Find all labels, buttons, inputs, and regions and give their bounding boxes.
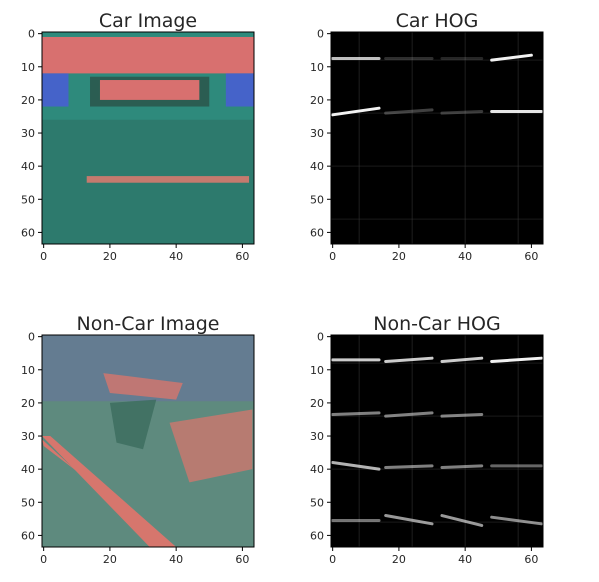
panel-car-image: Car Image 0 20 40 60 0 10 20 30 40 50 60 [21,10,255,263]
y-tick-label: 40 [21,160,35,173]
y-tick-label: 50 [21,496,35,509]
axes-frame [330,334,544,548]
x-tick-label: 20 [392,553,406,566]
hog-gradient-line [440,413,484,418]
x-tick-label: 40 [169,250,183,263]
image-content [331,32,543,244]
panel-title: Car HOG [396,10,479,32]
x-tick-label: 60 [235,553,249,566]
y-tick-label: 30 [310,127,324,140]
image-region [103,373,183,400]
y-tick-label: 20 [21,397,35,410]
image-band [42,36,254,74]
y-tick-label: 10 [310,61,324,74]
plot-area: 0 20 40 60 0 10 20 30 40 50 60 [21,331,255,566]
y-tick-label: 20 [310,94,324,107]
y-tick-label: 0 [28,28,35,41]
y-tick-label: 60 [310,529,324,542]
panel-car-hog: Car HOG 0 20 40 60 0 10 20 30 40 50 60 [310,10,544,263]
axes-frame [330,31,544,245]
image-region [99,80,200,100]
image-region [42,73,69,107]
hog-gradient-line [331,106,381,117]
image-content [331,335,543,547]
hog-background [331,335,543,547]
y-tick-label: 60 [21,226,35,239]
hog-gradient-line [490,53,533,62]
x-tick-label: 0 [40,553,47,566]
y-tick-label: 0 [317,331,324,344]
hog-gradient-line [384,411,434,418]
plot-area: 0 20 40 60 0 10 20 30 40 50 60 [310,28,544,263]
x-tick-label: 20 [103,553,117,566]
hog-gradient-line [384,108,434,115]
hog-gradient-line [490,515,543,526]
x-tick-label: 60 [235,250,249,263]
hog-gradient-line [384,514,434,526]
axes-frame [41,334,255,548]
y-tick-label: 30 [310,430,324,443]
hog-background [331,32,543,244]
hog-gradient-line [384,464,434,469]
image-content [42,335,254,547]
hog-gradient-line [331,461,381,471]
y-tick-label: 40 [310,160,324,173]
y-tick-label: 30 [21,430,35,443]
y-tick-label: 0 [28,331,35,344]
axes-frame [41,31,255,245]
image-region [169,409,253,483]
panel-non-car-hog: Non-Car HOG 0 20 40 60 0 10 20 30 40 50 60 [310,313,544,566]
hog-gradient-line [384,356,434,363]
y-tick-label: 10 [21,364,35,377]
y-tick-label: 50 [310,496,324,509]
y-tick-label: 60 [310,226,324,239]
image-region [225,73,254,107]
y-tick-label: 50 [21,193,35,206]
x-tick-label: 20 [392,250,406,263]
y-tick-label: 40 [21,463,35,476]
image-content [42,32,254,244]
x-tick-label: 40 [169,553,183,566]
plot-area: 0 20 40 60 0 10 20 30 40 50 60 [310,331,544,566]
x-tick-label: 0 [40,250,47,263]
hog-gradient-line [440,356,484,363]
x-tick-label: 0 [329,553,336,566]
panel-title: Non-Car HOG [373,313,500,335]
image-stripe [42,436,177,547]
hog-gradient-line [440,514,484,527]
panel-non-car-image: Non-Car Image 0 20 40 60 0 10 20 30 40 50 60 [21,313,255,566]
y-tick-label: 40 [310,463,324,476]
hog-gradient-line [331,411,381,416]
hog-gradient-line [490,356,543,363]
hog-gradient-line [440,464,484,469]
plot-area: 0 20 40 60 0 10 20 30 40 50 60 [21,28,255,263]
x-tick-label: 40 [458,250,472,263]
y-tick-label: 60 [21,529,35,542]
y-tick-label: 10 [21,61,35,74]
panel-title: Non-Car Image [76,313,219,335]
y-tick-label: 30 [21,127,35,140]
y-tick-label: 0 [317,28,324,41]
y-tick-label: 50 [310,193,324,206]
x-tick-label: 40 [458,553,472,566]
x-tick-label: 60 [524,250,538,263]
y-tick-label: 20 [21,94,35,107]
image-region [109,399,157,450]
y-tick-label: 20 [310,397,324,410]
y-tick-label: 10 [310,364,324,377]
hog-gradient-line [440,110,484,115]
image-stripe [86,176,250,183]
panel-title: Car Image [99,10,197,32]
x-tick-label: 60 [524,553,538,566]
x-tick-label: 20 [103,250,117,263]
x-tick-label: 0 [329,250,336,263]
